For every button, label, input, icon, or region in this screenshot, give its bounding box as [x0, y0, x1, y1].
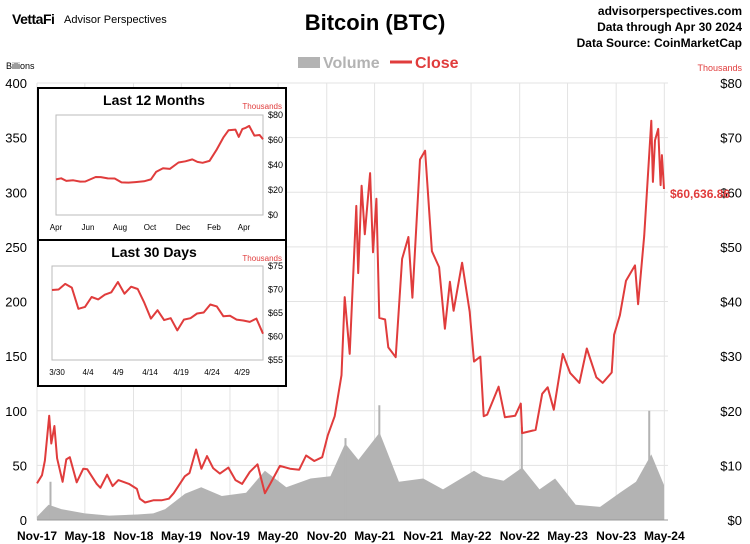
right-tick-label: $10 — [720, 458, 742, 473]
right-tick-label: $30 — [720, 349, 742, 364]
inset-x-tick-label: Aug — [113, 223, 127, 232]
legend-volume-label: Volume — [323, 55, 380, 72]
inset-y-tick-label: $60 — [268, 135, 283, 145]
inset-x-tick-label: Jun — [82, 223, 95, 232]
inset-plot-border — [55, 114, 264, 216]
inset-x-tick-label: Oct — [144, 223, 157, 232]
last-value-label: $60,636.86 — [670, 187, 730, 201]
left-tick-label: 300 — [5, 185, 27, 200]
x-tick-label: May-19 — [161, 529, 202, 543]
inset-x-tick-label: Apr — [50, 223, 63, 232]
x-tick-label: May-22 — [451, 529, 492, 543]
inset-y-unit: Thousands — [242, 102, 282, 111]
inset-y-tick-label: $20 — [268, 185, 283, 195]
inset-x-tick-label: 4/9 — [112, 368, 124, 377]
right-tick-label: $20 — [720, 404, 742, 419]
brand-logo: VettaFi — [12, 11, 55, 27]
right-tick-label: $0 — [728, 513, 742, 528]
x-tick-label: May-23 — [547, 529, 588, 543]
inset-chart: Last 12 Months Thousands $0 $20 $40 $60 $80 Apr… — [37, 87, 287, 241]
inset-y-tick-label: $0 — [268, 210, 278, 220]
legend-volume-swatch — [298, 57, 320, 68]
legend-close-label: Close — [415, 55, 459, 72]
inset-y-tick-label: $40 — [268, 160, 283, 170]
source-credit: Data Source: CoinMarketCap — [576, 36, 742, 50]
right-tick-label: $80 — [720, 76, 742, 91]
inset-x-tick-label: 3/30 — [49, 368, 65, 377]
inset-x-tick-label: 4/19 — [173, 368, 189, 377]
inset-title: Last 30 Days — [111, 244, 197, 260]
chart-title: Bitcoin (BTC) — [304, 10, 446, 35]
inset-x-tick-label: 4/14 — [142, 368, 158, 377]
left-tick-label: 350 — [5, 131, 27, 146]
left-tick-label: 250 — [5, 240, 27, 255]
inset-y-tick-label: $65 — [268, 308, 283, 318]
brand-name: Advisor Perspectives — [64, 14, 167, 26]
inset-y-tick-label: $60 — [268, 332, 283, 342]
inset-x-tick-label: Feb — [207, 223, 221, 232]
x-tick-label: Nov-17 — [17, 529, 57, 543]
volume-area — [37, 432, 664, 520]
close-line — [36, 119, 665, 504]
x-tick-label: Nov-23 — [596, 529, 636, 543]
x-tick-label: Nov-19 — [210, 529, 250, 543]
inset-close-line — [55, 124, 264, 184]
inset-x-tick-label: 4/29 — [234, 368, 250, 377]
x-tick-label: Nov-18 — [113, 529, 153, 543]
left-tick-label: 0 — [20, 513, 27, 528]
inset-x-tick-label: Apr — [238, 223, 251, 232]
left-axis-unit: Billions — [6, 61, 35, 71]
left-tick-label: 400 — [5, 76, 27, 91]
inset-frame — [37, 239, 287, 387]
x-tick-label: May-18 — [65, 529, 106, 543]
inset-x-tick-label: 4/4 — [82, 368, 94, 377]
source-date: Data through Apr 30 2024 — [597, 20, 742, 34]
left-tick-label: 200 — [5, 295, 27, 310]
inset-close-line — [51, 281, 264, 335]
inset-y-tick-label: $70 — [268, 285, 283, 295]
x-tick-label: May-24 — [644, 529, 685, 543]
inset-y-tick-label: $80 — [268, 110, 283, 120]
x-tick-label: Nov-20 — [307, 529, 347, 543]
x-tick-label: May-21 — [354, 529, 395, 543]
right-tick-label: $40 — [720, 295, 742, 310]
left-tick-label: 150 — [5, 349, 27, 364]
inset-chart: Last 30 Days Thousands $55 $60 $65 $70 $75 3/30… — [37, 239, 287, 387]
left-tick-label: 50 — [13, 458, 27, 473]
inset-y-tick-label: $75 — [268, 261, 283, 271]
legend: Volume Close — [298, 55, 459, 72]
x-tick-label: Nov-21 — [403, 529, 443, 543]
inset-y-tick-label: $55 — [268, 355, 283, 365]
inset-title: Last 12 Months — [103, 92, 205, 108]
right-tick-label: $60 — [720, 185, 742, 200]
inset-y-unit: Thousands — [242, 254, 282, 263]
right-tick-label: $50 — [720, 240, 742, 255]
x-tick-label: May-20 — [258, 529, 299, 543]
right-axis-unit: Thousands — [697, 63, 742, 73]
right-tick-label: $70 — [720, 131, 742, 146]
inset-x-tick-label: 4/24 — [204, 368, 220, 377]
x-tick-label: Nov-22 — [500, 529, 540, 543]
source-website: advisorperspectives.com — [597, 4, 742, 18]
inset-x-tick-label: Dec — [176, 223, 190, 232]
inset-plot-border — [51, 265, 264, 361]
left-tick-label: 100 — [5, 404, 27, 419]
